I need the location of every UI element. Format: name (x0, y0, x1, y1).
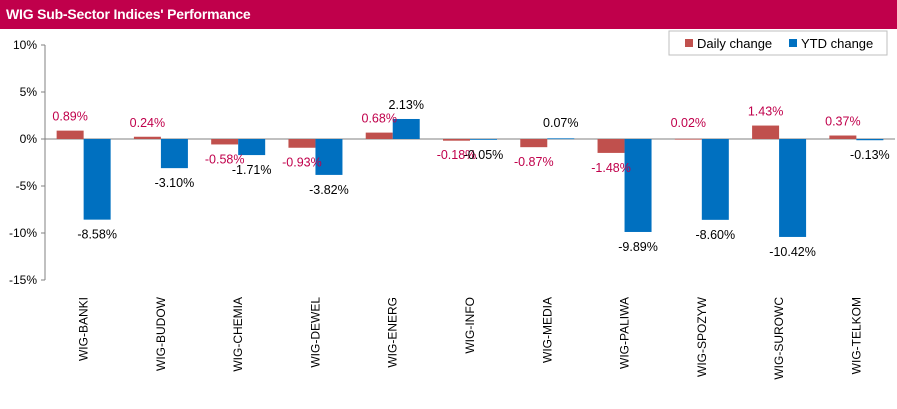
ytd-bar (547, 138, 575, 140)
daily-value-label: -1.48% (591, 161, 631, 175)
daily-value-label: -0.93% (282, 156, 322, 170)
daily-bar (752, 125, 780, 139)
category-label: WIG-TELKOM (849, 297, 863, 374)
ytd-value-label: -1.71% (232, 163, 272, 177)
legend-swatch-ytd (789, 39, 797, 47)
daily-value-label: 1.43% (748, 105, 783, 119)
ytd-bar (856, 139, 884, 141)
daily-bar (56, 130, 84, 139)
ytd-value-label: -3.82% (309, 183, 349, 197)
daily-value-label: -0.87% (514, 155, 554, 169)
category-label: WIG-INFO (463, 297, 477, 354)
chart-legend: Daily change YTD change (668, 30, 888, 56)
daily-bar (597, 139, 625, 153)
daily-value-label: 0.89% (52, 110, 87, 124)
ytd-value-label: -0.05% (464, 148, 504, 162)
daily-value-label: 0.24% (130, 116, 165, 130)
legend-box (668, 30, 888, 56)
daily-bar (288, 139, 316, 148)
category-label: WIG-BANKI (77, 297, 91, 361)
daily-bar (133, 136, 161, 139)
category-label: WIG-DEWEL (308, 297, 322, 368)
category-label: WIG-PALIWA (618, 297, 632, 369)
y-tick-label: 10% (13, 38, 37, 52)
category-label: WIG-ENERG (386, 297, 400, 368)
ytd-bar (624, 139, 652, 232)
daily-value-label: 0.68% (362, 112, 397, 126)
chart-category-labels: WIG-BANKI WIG-BUDOW WIG-CHEMIA WIG-DEWEL WIG… (77, 296, 864, 379)
chart-title-bar: WIG Sub-Sector Indices' Performance (0, 0, 897, 29)
category-label: WIG-SPOZYW (695, 296, 709, 377)
daily-value-label: -0.18% (437, 148, 477, 162)
ytd-value-label: -3.10% (155, 176, 195, 190)
ytd-bar (160, 139, 188, 169)
chart-bars (56, 118, 884, 237)
daily-bar (443, 139, 470, 141)
ytd-bar (779, 139, 807, 237)
ytd-bar (315, 139, 343, 175)
y-tick-label: -15% (9, 273, 37, 287)
ytd-value-label: -8.58% (77, 228, 117, 242)
category-label: WIG-CHEMIA (231, 297, 245, 372)
daily-value-label: 0.02% (671, 116, 706, 130)
ytd-bar (238, 139, 266, 156)
ytd-bar (83, 139, 111, 220)
legend-label-ytd: YTD change (801, 36, 873, 51)
daily-bar (365, 132, 393, 139)
ytd-value-label: -8.60% (696, 228, 736, 242)
chart-title: WIG Sub-Sector Indices' Performance (6, 6, 251, 22)
ytd-value-label: -10.42% (769, 245, 816, 259)
legend-label-daily: Daily change (697, 36, 772, 51)
daily-bar (211, 139, 239, 145)
category-label: WIG-SUROWC (772, 297, 786, 380)
daily-bar (674, 138, 702, 140)
chart-axes: 10% 5% 0% -5% -10% -15% (9, 38, 895, 287)
ytd-value-label: -0.13% (850, 148, 890, 162)
legend-swatch-daily (685, 39, 693, 47)
y-tick-label: -10% (9, 226, 37, 240)
ytd-value-label: 0.07% (543, 116, 578, 130)
chart-data-labels: 0.89% -8.58% 0.24% -3.10% -0.58%-1.71% -0.93%… (52, 98, 889, 259)
y-tick-label: 0% (20, 132, 38, 146)
daily-value-label: 0.37% (825, 115, 860, 129)
y-tick-label: -5% (16, 179, 38, 193)
ytd-value-label: -9.89% (618, 240, 658, 254)
category-label: WIG-MEDIA (540, 297, 554, 363)
daily-value-label: -0.58% (205, 152, 245, 166)
daily-bar (829, 135, 857, 139)
daily-bar (520, 139, 548, 148)
category-label: WIG-BUDOW (154, 296, 168, 371)
ytd-value-label: 2.13% (389, 98, 424, 112)
ytd-bar (392, 118, 420, 139)
ytd-bar (470, 139, 497, 140)
ytd-bar (701, 139, 729, 220)
y-tick-label: 5% (20, 85, 38, 99)
